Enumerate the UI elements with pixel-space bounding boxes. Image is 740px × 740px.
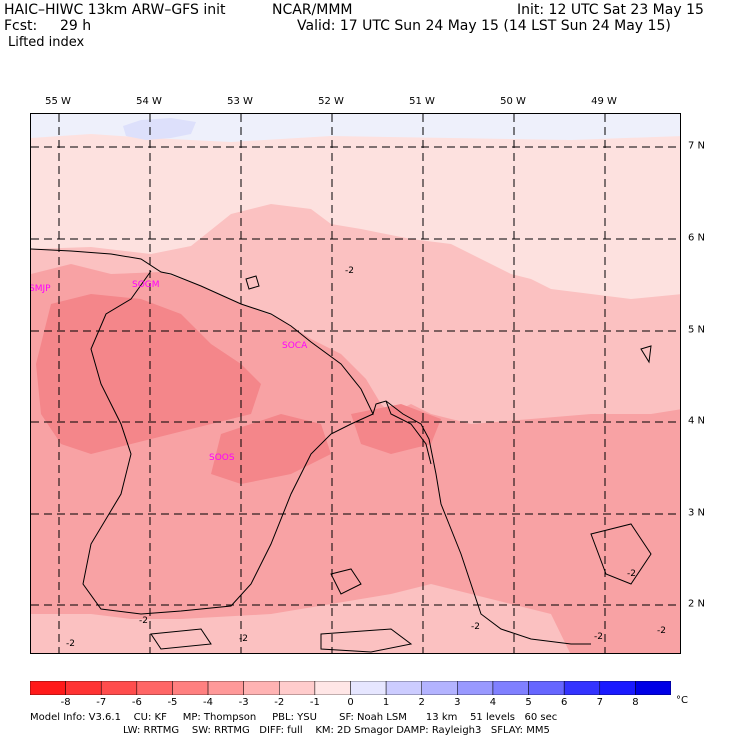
color-scale-swatch [599, 681, 636, 695]
color-scale-tick-label: -7 [96, 697, 107, 708]
contour-label: -2 [657, 626, 666, 636]
map-canvas [31, 114, 680, 653]
color-scale-tick-label: -5 [167, 697, 178, 708]
station-label-soca: SOCA [282, 341, 308, 351]
color-scale-swatch [385, 681, 422, 695]
station-label-soos: SOOS [209, 453, 235, 463]
color-scale-tick-label: 4 [489, 697, 497, 708]
lat-label-2n: 2 N [688, 598, 706, 610]
color-scale-swatch [100, 681, 138, 695]
lon-label-49w: 49 W [591, 96, 617, 107]
color-scale-tick-label: -8 [60, 697, 71, 708]
color-scale-tick-label: -3 [238, 697, 249, 708]
lon-label-55w: 55 W [45, 96, 71, 107]
contour-label: -2 [239, 634, 248, 644]
field-name: Lifted index [8, 35, 85, 50]
lat-label-5n: 5 N [688, 324, 706, 336]
li-field-minus4-west [36, 294, 261, 454]
color-scale-tick-label: 6 [560, 697, 568, 708]
color-scale-swatch [172, 681, 209, 695]
color-scale-bar [30, 681, 671, 695]
border-suriname [82, 270, 374, 615]
lat-label-7n: 7 N [688, 140, 706, 152]
lon-label-51w: 51 W [409, 96, 435, 107]
contour-label: -2 [345, 266, 354, 276]
coastline [31, 248, 591, 645]
center-label: NCAR/MMM [272, 2, 353, 18]
color-scale-swatch [243, 681, 280, 695]
lat-label-3n: 3 N [688, 507, 706, 519]
lifted-index-map: SMJP SOGM SOCA SOOS -2 -2 -2 -2 -2 -2 -2… [30, 113, 681, 654]
init-time: Init: 12 UTC Sat 23 May 15 [517, 2, 704, 18]
li-field-near-zero [31, 114, 680, 142]
color-scale-tick-label: -2 [274, 697, 285, 708]
color-scale-swatch [207, 681, 244, 695]
color-scale-tick-label: 5 [525, 697, 532, 708]
color-scale-swatch [65, 681, 102, 695]
contour-lines [150, 275, 652, 653]
lat-label-4n: 4 N [688, 415, 706, 427]
color-scale-tick-label: 2 [418, 697, 425, 708]
color-scale-tick-label: 1 [382, 697, 390, 708]
station-label-sogm: SOGM [132, 280, 160, 290]
color-scale-swatch [492, 681, 529, 695]
color-scale-swatch [528, 681, 565, 695]
forecast-hour: 29 h [60, 18, 92, 34]
model-title: HAIC–HIWC 13km ARW–GFS init [4, 2, 226, 18]
color-scale-tick-label: -1 [309, 697, 320, 708]
color-scale-swatch [30, 681, 66, 695]
color-scale-swatch [563, 681, 601, 695]
valid-time: Valid: 17 UTC Sun 24 May 15 (14 LST Sun … [297, 18, 671, 34]
color-scale-tick-label: 7 [596, 697, 603, 708]
color-scale-swatch [457, 681, 494, 695]
lon-label-52w: 52 W [318, 96, 344, 107]
forecast-label: Fcst: [4, 18, 38, 34]
color-scale-tick-label: -6 [131, 697, 142, 708]
color-scale-swatch [136, 681, 173, 695]
contour-label: -2 [627, 569, 636, 579]
li-field-minus4-east [351, 404, 441, 454]
color-scale-tick-label: 8 [632, 697, 639, 708]
color-scale-swatch [421, 681, 458, 695]
model-info-line1: Model Info: V3.6.1 CU: KF MP: Thompson P… [30, 712, 558, 723]
contour-label: -2 [471, 622, 480, 632]
contour-label: -2 [66, 639, 75, 649]
lat-label-6n: 6 N [688, 232, 706, 244]
contour-label: -2 [594, 632, 603, 642]
border-french-guiana [385, 400, 432, 465]
lon-label-50w: 50 W [500, 96, 526, 107]
station-label-smjp: SMJP [30, 284, 51, 294]
li-field-pos1 [123, 118, 196, 140]
color-scale-swatch [635, 681, 671, 695]
color-scale-tick-label: -4 [203, 697, 214, 708]
color-scale-swatch [314, 681, 351, 695]
color-scale-tick-label: 3 [454, 697, 461, 708]
color-scale-tick-label: 0 [347, 697, 354, 708]
color-scale-unit: °C [676, 695, 688, 706]
contour-label: -2 [139, 616, 148, 626]
lon-label-53w: 53 W [227, 96, 253, 107]
lon-label-54w: 54 W [136, 96, 162, 107]
model-info-line2: LW: RRTMG SW: RRTMG DIFF: full KM: 2D Sm… [123, 725, 550, 736]
color-scale-swatch [279, 681, 316, 695]
color-scale-swatch [350, 681, 387, 695]
